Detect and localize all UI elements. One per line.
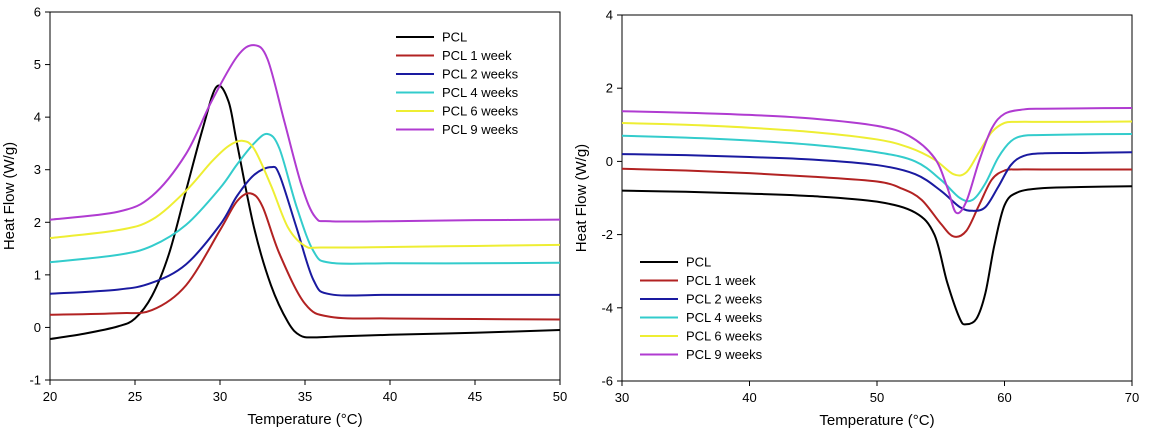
series-line-pcl-2-weeks <box>622 151 1132 212</box>
x-axis-title: Temperature (°C) <box>247 411 362 428</box>
x-tick-label: 30 <box>615 390 629 405</box>
legend-label: PCL 1 week <box>686 273 756 288</box>
legend-label: PCL 2 weeks <box>686 292 763 307</box>
series-line-pcl <box>50 84 560 340</box>
plot-frame <box>621 14 1133 382</box>
legend-label: PCL <box>686 255 711 270</box>
series-line-pcl-6-weeks <box>50 139 560 249</box>
x-tick-label: 35 <box>298 389 312 404</box>
x-tick-label: 50 <box>553 389 567 404</box>
series-line-pcl <box>622 185 1132 326</box>
x-tick-label: 50 <box>870 390 884 405</box>
legend: PCL PCL 1 week PCL 2 weeks PCL 4 weeks PCL 6… <box>396 30 519 137</box>
y-tick-label: -1 <box>29 373 41 388</box>
x-tick-label: 40 <box>383 389 397 404</box>
x-tick-label: 45 <box>468 389 482 404</box>
legend-label: PCL 4 weeks <box>442 85 519 100</box>
y-tick-label: 3 <box>34 162 41 177</box>
dsc-chart-right: 30 40 50 60 70 -6 -4 -2 0 2 4 Temperature (°C) Heat … <box>573 8 1139 430</box>
series-line-pcl-1-week <box>50 192 560 321</box>
y-tick-label: 2 <box>34 215 41 230</box>
legend-label: PCL 6 weeks <box>442 104 519 119</box>
y-tick-label: -4 <box>601 300 613 315</box>
legend-label: PCL 9 weeks <box>442 122 519 137</box>
legend-label: PCL 1 week <box>442 48 512 63</box>
x-tick-label: 70 <box>1125 390 1139 405</box>
y-tick-label: 0 <box>34 320 41 335</box>
x-tick-label: 60 <box>997 390 1011 405</box>
series-line-pcl-2-weeks <box>50 165 560 297</box>
y-tick-label: -6 <box>601 374 613 389</box>
legend: PCL PCL 1 week PCL 2 weeks PCL 4 weeks PCL 6… <box>640 255 763 362</box>
legend-label: PCL 2 weeks <box>442 67 519 82</box>
y-tick-label: 4 <box>34 110 41 125</box>
x-axis-title: Temperature (°C) <box>819 412 934 429</box>
x-tick-label: 20 <box>43 389 57 404</box>
series-line-pcl-4-weeks <box>50 132 560 265</box>
y-axis-title: Heat Flow (W/g) <box>1 142 18 250</box>
legend-label: PCL 6 weeks <box>686 329 763 344</box>
x-tick-label: 30 <box>213 389 227 404</box>
x-tick-label: 25 <box>128 389 142 404</box>
y-tick-label: 2 <box>606 81 613 96</box>
series-group <box>50 44 560 340</box>
series-line-pcl-1-week <box>622 167 1132 238</box>
series-group <box>622 106 1132 326</box>
y-tick-label: 5 <box>34 57 41 72</box>
legend-label: PCL 4 weeks <box>686 310 763 325</box>
y-tick-label: 0 <box>606 154 613 169</box>
y-tick-label: 6 <box>34 5 41 20</box>
series-line-pcl-9-weeks <box>50 44 560 223</box>
y-tick-label: -2 <box>601 227 613 242</box>
legend-label: PCL <box>442 30 467 45</box>
y-axis-title: Heat Flow (W/g) <box>573 144 590 252</box>
series-line-pcl-9-weeks <box>622 106 1132 215</box>
legend-label: PCL 9 weeks <box>686 347 763 362</box>
x-tick-label: 40 <box>742 390 756 405</box>
series-line-pcl-6-weeks <box>622 120 1132 177</box>
series-line-pcl-4-weeks <box>622 132 1132 203</box>
y-tick-label: 4 <box>606 8 613 23</box>
y-tick-label: 1 <box>34 267 41 282</box>
